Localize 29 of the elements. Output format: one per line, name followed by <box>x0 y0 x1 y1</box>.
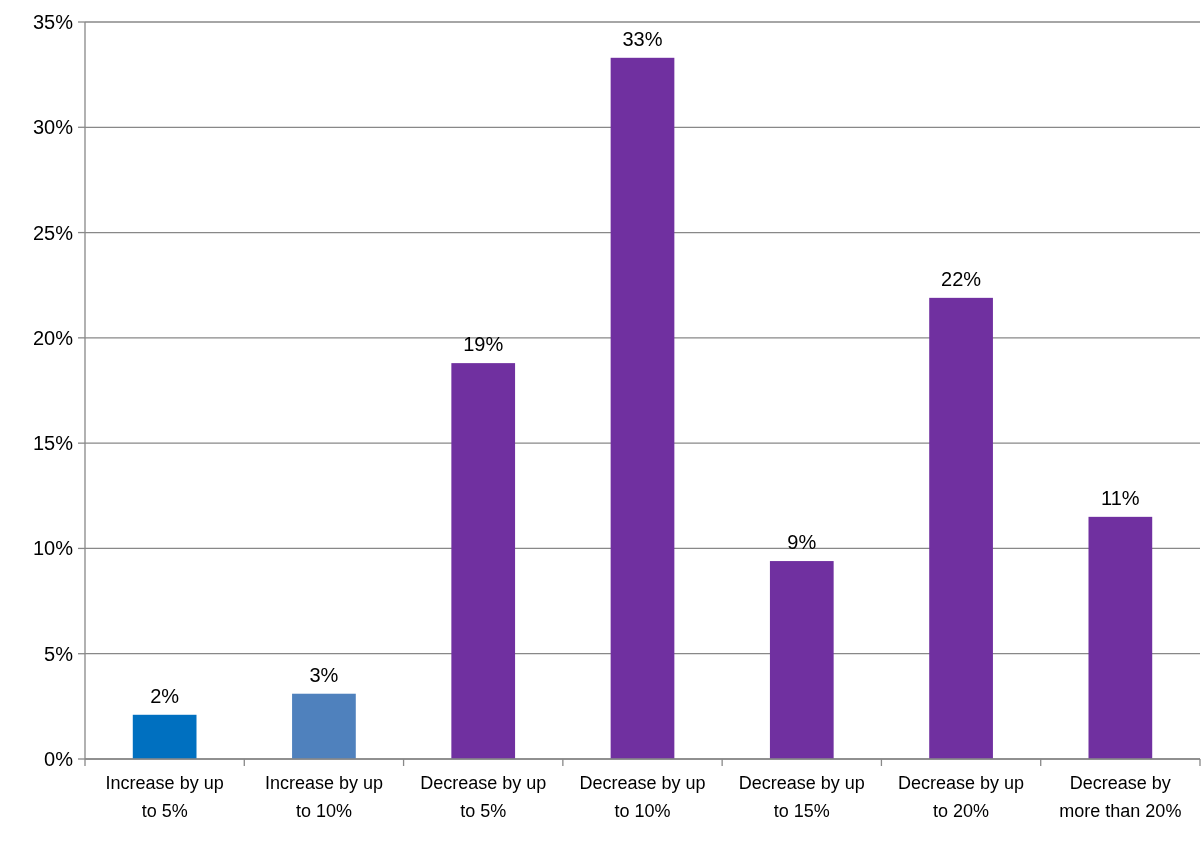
y-tick-label: 15% <box>32 432 74 455</box>
bar <box>929 297 993 759</box>
x-tick-label: Decrease by up to 15% <box>738 773 865 821</box>
x-tick-label: Decrease by up to 5% <box>420 773 547 821</box>
x-tick-label: Increase by up to 5% <box>105 773 224 821</box>
y-tick-label: 20% <box>32 326 74 349</box>
x-tick-label: Decrease by up to 20% <box>898 773 1025 821</box>
data-label: 9% <box>787 531 817 554</box>
y-tick-label: 0% <box>44 748 74 770</box>
data-label: 2% <box>150 684 180 707</box>
data-label: 11% <box>1101 486 1140 509</box>
x-tick-label: Decrease by up to 10% <box>579 773 706 821</box>
bar <box>1088 516 1153 759</box>
data-label: 3% <box>309 663 339 686</box>
data-label: 33% <box>622 27 663 50</box>
y-tick-label: 30% <box>32 116 74 139</box>
y-tick-label: 25% <box>32 221 74 244</box>
y-tick-label: 10% <box>32 537 74 560</box>
bar <box>451 363 516 759</box>
bar <box>132 714 197 759</box>
y-tick-label: 35% <box>32 11 74 33</box>
bar <box>769 561 834 759</box>
data-label: 22% <box>941 267 982 290</box>
bar <box>610 57 675 759</box>
x-tick-label: Decrease by more than 20% <box>1059 773 1182 821</box>
x-tick-label: Increase by up to 10% <box>264 773 383 821</box>
y-tick-label: 5% <box>44 642 74 665</box>
data-label: 19% <box>463 333 504 356</box>
bar <box>292 693 356 759</box>
